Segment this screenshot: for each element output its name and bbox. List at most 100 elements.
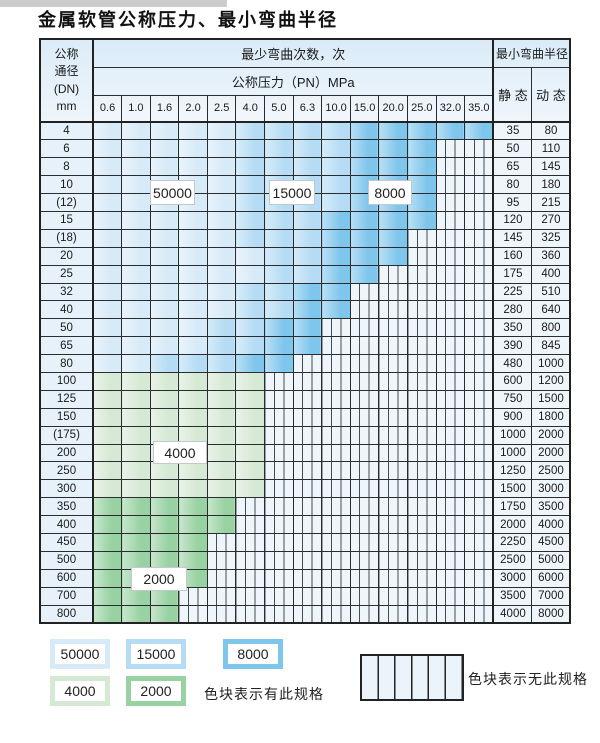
table-row: 350 1750 3500 bbox=[39, 497, 571, 517]
no-spec-cell bbox=[435, 497, 466, 517]
dn-cell: 100 bbox=[39, 371, 94, 391]
no-spec-cell bbox=[264, 443, 294, 463]
spec-cell-b3 bbox=[464, 121, 494, 141]
zone-label-15000: 15000 bbox=[269, 180, 315, 205]
pressure-values-row: 0.6 1.0 1.6 2.0 2.5 4.0 5.0 6.3 10.0 15.0 20.0 25.0… bbox=[40, 94, 570, 123]
static-radius-cell: 225 bbox=[492, 282, 533, 302]
spec-cell-b3 bbox=[349, 210, 380, 230]
spec-cell-b2 bbox=[292, 264, 323, 284]
pressure-value-header: 4.0 bbox=[235, 94, 266, 123]
spec-cell-b3 bbox=[264, 318, 294, 338]
spec-cell-g1 bbox=[121, 389, 151, 409]
no-spec-cell bbox=[292, 604, 323, 624]
no-spec-cell bbox=[378, 407, 409, 427]
no-spec-cell bbox=[235, 532, 266, 552]
spec-cell-b1 bbox=[206, 300, 237, 320]
no-spec-cell bbox=[349, 550, 380, 570]
spec-cell-b3 bbox=[264, 336, 294, 356]
spec-cell-b1 bbox=[149, 300, 180, 320]
table-row: 700 3500 7000 bbox=[39, 586, 571, 606]
spec-cell-b1 bbox=[178, 121, 208, 141]
spec-cell-b1 bbox=[121, 264, 151, 284]
no-spec-cell bbox=[435, 550, 466, 570]
spec-cell-g2 bbox=[149, 532, 180, 552]
no-spec-cell bbox=[264, 371, 294, 391]
no-spec-cell bbox=[464, 193, 494, 212]
spec-cell-b3 bbox=[321, 210, 351, 230]
no-spec-cell bbox=[464, 157, 494, 177]
no-spec-cell bbox=[378, 532, 409, 552]
spec-cell-b2 bbox=[178, 354, 208, 373]
no-spec-cell bbox=[349, 497, 380, 517]
spec-cell-g1 bbox=[149, 479, 180, 499]
static-radius-cell: 145 bbox=[492, 228, 533, 248]
spec-cell-b1 bbox=[178, 336, 208, 356]
spec-cell-g1 bbox=[235, 389, 266, 409]
no-spec-cell bbox=[178, 586, 208, 606]
spec-cell-g1 bbox=[206, 371, 237, 391]
spec-cell-g2 bbox=[92, 604, 123, 624]
no-spec-cell bbox=[321, 532, 351, 552]
no-spec-cell bbox=[292, 515, 323, 534]
no-spec-cell bbox=[264, 407, 294, 427]
no-spec-cell bbox=[321, 479, 351, 499]
spec-cell-b1 bbox=[121, 282, 151, 302]
spec-cell-g1 bbox=[149, 425, 180, 445]
no-spec-cell bbox=[378, 389, 409, 409]
spec-cell-g1 bbox=[206, 443, 237, 463]
no-spec-cell bbox=[378, 497, 409, 517]
no-spec-cell bbox=[464, 497, 494, 517]
no-spec-cell bbox=[235, 586, 266, 606]
dynamic-radius-cell: 360 bbox=[531, 246, 571, 266]
spec-cell-b1 bbox=[92, 228, 123, 248]
spec-cell-g2 bbox=[92, 550, 123, 570]
spec-cell-b1 bbox=[121, 228, 151, 248]
spec-cell-b1 bbox=[206, 175, 237, 195]
no-spec-cell bbox=[378, 550, 409, 570]
no-spec-cell bbox=[464, 246, 494, 266]
no-spec-cell bbox=[435, 532, 466, 552]
spec-cell-b1 bbox=[149, 210, 180, 230]
no-spec-cell bbox=[349, 586, 380, 606]
no-spec-cell bbox=[349, 604, 380, 624]
no-spec-cell bbox=[235, 604, 266, 624]
no-spec-cell bbox=[349, 336, 380, 356]
spec-cell-b3 bbox=[407, 157, 437, 177]
no-spec-cell bbox=[407, 568, 437, 588]
pressure-header: 公称压力（PN）MPa bbox=[92, 66, 494, 96]
no-spec-cell bbox=[407, 532, 437, 552]
spec-cell-b2 bbox=[321, 121, 351, 141]
no-spec-cell bbox=[464, 407, 494, 427]
spec-cell-g1 bbox=[121, 407, 151, 427]
spec-cell-b1 bbox=[235, 264, 266, 284]
spec-cell-b1 bbox=[121, 175, 151, 195]
static-radius-cell: 2000 bbox=[492, 515, 533, 534]
spec-cell-b3 bbox=[321, 264, 351, 284]
table-row: (175) 1000 2000 bbox=[39, 425, 571, 445]
dn-cell: 6 bbox=[39, 139, 94, 159]
no-spec-cell bbox=[464, 461, 494, 481]
spec-cell-b1 bbox=[121, 246, 151, 266]
no-spec-cell bbox=[435, 425, 466, 445]
spec-cell-b2 bbox=[235, 193, 266, 212]
table-row: 100 600 1200 bbox=[39, 371, 571, 391]
no-spec-cell bbox=[321, 550, 351, 570]
spec-cell-b2 bbox=[235, 175, 266, 195]
spec-cell-b2 bbox=[264, 246, 294, 266]
spec-cell-b1 bbox=[92, 210, 123, 230]
spec-cell-b3 bbox=[235, 354, 266, 373]
table-row: 250 1250 2500 bbox=[39, 461, 571, 481]
no-spec-cell bbox=[464, 175, 494, 195]
static-radius-cell: 3000 bbox=[492, 568, 533, 588]
spec-cell-b2 bbox=[292, 157, 323, 177]
no-spec-cell bbox=[378, 515, 409, 534]
no-spec-cell bbox=[292, 407, 323, 427]
no-spec-cell bbox=[435, 175, 466, 195]
dn-cell: 32 bbox=[39, 282, 94, 302]
spec-cell-g1 bbox=[206, 479, 237, 499]
spec-cell-b1 bbox=[92, 157, 123, 177]
dn-header-cell: 公称 通径 (DN) mm bbox=[39, 38, 94, 123]
no-spec-cell bbox=[292, 371, 323, 391]
spec-cell-b3 bbox=[378, 246, 409, 266]
static-radius-cell: 2500 bbox=[492, 550, 533, 570]
